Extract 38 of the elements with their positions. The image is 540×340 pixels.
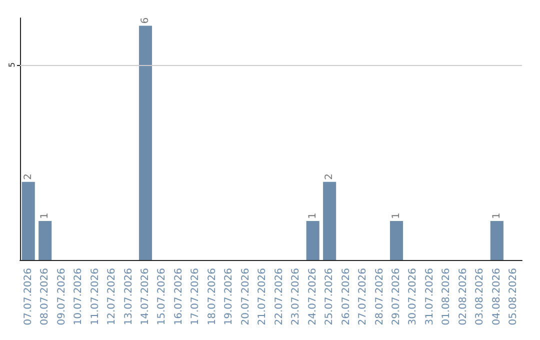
x-tick-label: 31.07.2026 xyxy=(424,268,436,326)
x-tick-label: 10.07.2026 xyxy=(73,268,84,326)
x-tick-label: 18.07.2026 xyxy=(206,268,218,326)
x-tick-label: 05.08.2026 xyxy=(508,268,520,326)
x-tick-label: 11.07.2026 xyxy=(90,268,101,326)
x-tick-label: 20.07.2026 xyxy=(240,268,252,326)
data-label: 6 xyxy=(140,17,151,24)
data-label: 1 xyxy=(491,212,502,219)
y-tick-label: 5 xyxy=(8,62,16,68)
x-tick-label: 09.07.2026 xyxy=(56,268,68,326)
x-tick-label: 28.07.2026 xyxy=(374,268,386,326)
data-label: 2 xyxy=(22,174,34,180)
x-tick-label: 22.07.2026 xyxy=(274,268,285,326)
x-tick-label: 12.07.2026 xyxy=(106,268,118,326)
x-tick-label: 29.07.2026 xyxy=(391,268,402,326)
x-tick-label: 04.08.2026 xyxy=(491,268,502,326)
x-tick-label: 03.08.2026 xyxy=(474,268,486,326)
x-tick-label: 30.07.2026 xyxy=(408,268,419,326)
x-tick-label: 07.07.2026 xyxy=(22,268,34,326)
x-tick-label: 19.07.2026 xyxy=(224,268,235,326)
data-label: 1 xyxy=(307,212,318,219)
x-tick-label: 08.07.2026 xyxy=(40,268,51,326)
x-tick-label: 25.07.2026 xyxy=(324,268,336,326)
x-tick-label: 13.07.2026 xyxy=(123,268,134,326)
x-tick-label: 16.07.2026 xyxy=(173,268,184,326)
x-tick-label: 27.07.2026 xyxy=(358,268,369,326)
data-label: 2 xyxy=(324,174,336,180)
x-tick-label: 01.08.2026 xyxy=(441,268,452,326)
data-label: 1 xyxy=(391,212,402,219)
x-tick-label: 21.07.2026 xyxy=(257,268,268,326)
x-tick-label: 15.07.2026 xyxy=(156,268,168,326)
x-tick-label: 17.07.2026 xyxy=(190,268,202,326)
x-tick-label: 23.07.2026 xyxy=(290,268,302,326)
x-tick-label: 24.07.2026 xyxy=(307,268,318,326)
x-tick-label: 14.07.2026 xyxy=(140,268,151,326)
data-label: 1 xyxy=(40,212,51,219)
x-tick-label: 26.07.2026 xyxy=(340,268,352,326)
x-tick-label: 02.08.2026 xyxy=(458,268,469,326)
